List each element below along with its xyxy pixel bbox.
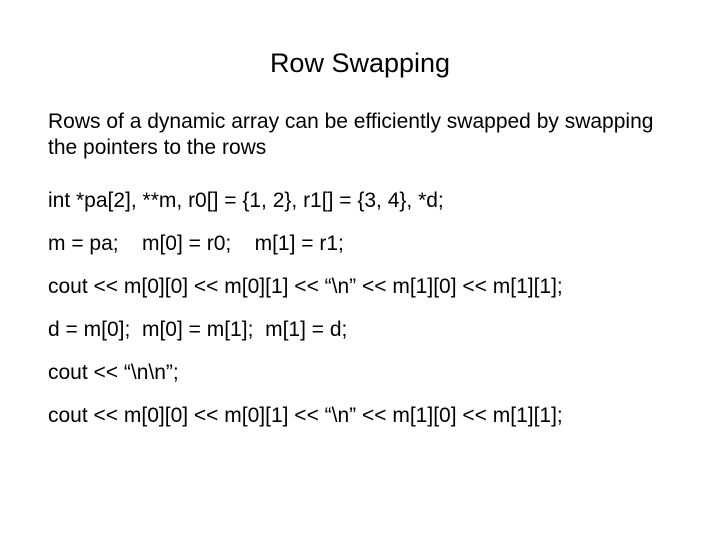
slide-description: Rows of a dynamic array can be efficient…: [48, 109, 672, 162]
slide-title: Row Swapping: [48, 48, 672, 79]
code-line-3: cout << m[0][0] << m[0][1] << “\n” << m[…: [48, 274, 672, 299]
code-line-6: cout << m[0][0] << m[0][1] << “\n” << m[…: [48, 403, 672, 428]
code-line-4: d = m[0]; m[0] = m[1]; m[1] = d;: [48, 317, 672, 342]
code-line-2: m = pa; m[0] = r0; m[1] = r1;: [48, 231, 672, 256]
code-line-1: int *pa[2], **m, r0[] = {1, 2}, r1[] = {…: [48, 188, 672, 213]
code-line-5: cout << “\n\n”;: [48, 360, 672, 385]
